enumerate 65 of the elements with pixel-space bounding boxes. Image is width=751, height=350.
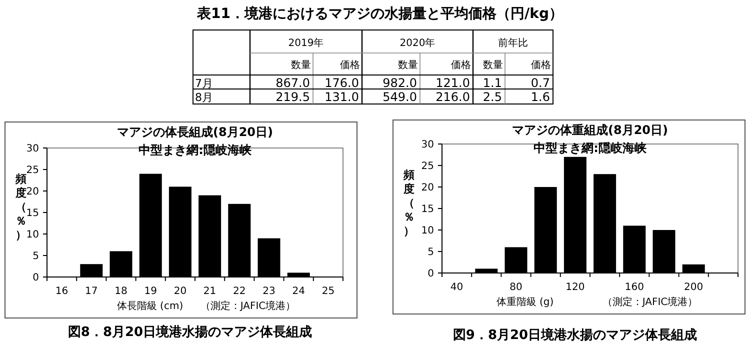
y-tick-label: 20 [26, 186, 39, 198]
text: 219.5 [276, 90, 310, 104]
x-tick-label: 40 [450, 282, 464, 293]
text: 価格 [451, 59, 471, 71]
text: 数量 [291, 60, 311, 71]
text: 1.1 [482, 76, 502, 90]
y-tick-label: 5 [32, 251, 39, 262]
y-axis-title: 頻度（％） [402, 168, 414, 238]
text: 0.7 [530, 76, 550, 90]
text: 176.0 [324, 76, 359, 90]
text: （測定：JAFIC境港） [602, 296, 698, 308]
text: 2.5 [482, 90, 502, 104]
x-axis-title: 体長階級 (cm) [116, 300, 184, 312]
x-tick-label: 160 [624, 282, 644, 293]
x-tick-label: 200 [684, 282, 704, 293]
x-axis-title: 体重階級 (g) [496, 296, 554, 308]
x-tick-label: 24 [292, 286, 305, 297]
text: 867.0 [276, 76, 310, 90]
caption: 図8．8月20日境港水揚のマアジ体長組成 [68, 324, 312, 340]
y-tick-label: 0 [428, 268, 434, 280]
x-tick-label: 18 [114, 286, 128, 297]
x-tick-label: 80 [510, 282, 522, 293]
y-tick-label: 25 [26, 165, 39, 176]
x-tick-label: 23 [262, 286, 276, 297]
text: 1.6 [530, 90, 550, 104]
chart-subtitle: 中型まき網:隠岐海峡 [534, 141, 648, 155]
text: 8月 [195, 91, 213, 104]
y-tick-label: 15 [421, 204, 434, 215]
text: 2019年 [288, 37, 324, 49]
text: 2020年 [400, 37, 436, 49]
text: 価格 [340, 59, 360, 71]
text: 121.0 [436, 76, 470, 90]
chart-subtitle: 中型まき網:隠岐海峡 [138, 143, 252, 157]
text: 価格 [531, 59, 551, 71]
y-axis-title: 頻度（％） [14, 172, 26, 242]
text: 7月 [195, 77, 213, 90]
x-tick-label: 17 [85, 286, 98, 297]
chart-title: マアジの体重組成(8月20日) [512, 123, 668, 137]
text: 216.0 [436, 90, 470, 104]
text: 前年比 [498, 37, 528, 49]
x-tick-label: 16 [55, 286, 68, 297]
x-tick-label: 21 [203, 286, 216, 297]
x-tick-label: 22 [233, 286, 246, 297]
x-tick-label: 120 [566, 282, 585, 293]
text: 131.0 [324, 90, 359, 104]
text: 982.0 [382, 76, 417, 90]
y-tick-label: 30 [421, 140, 434, 150]
y-tick-label: 10 [421, 226, 434, 236]
text: 549.0 [382, 90, 417, 104]
text: 数量 [398, 60, 418, 71]
x-tick-label: 19 [144, 286, 157, 297]
y-tick-label: 0 [32, 272, 39, 284]
y-tick-label: 10 [26, 230, 39, 240]
text: （測定：JAFIC境港） [200, 300, 296, 312]
y-tick-label: 30 [26, 144, 39, 154]
chart-title: マアジの体長組成(8月20日) [116, 125, 274, 139]
y-tick-label: 15 [26, 208, 39, 219]
y-tick-label: 20 [421, 182, 434, 194]
y-tick-label: 5 [428, 247, 434, 258]
text: 数量 [483, 60, 503, 71]
x-tick-label: 20 [174, 286, 187, 297]
text: 表11．境港におけるマアジの水揚量と平均価格（円/kg） [196, 5, 563, 22]
caption: 図9．8月20日境港水揚のマアジ体長組成 [452, 327, 698, 343]
x-tick-label: 25 [322, 286, 335, 297]
y-tick-label: 25 [421, 161, 434, 172]
